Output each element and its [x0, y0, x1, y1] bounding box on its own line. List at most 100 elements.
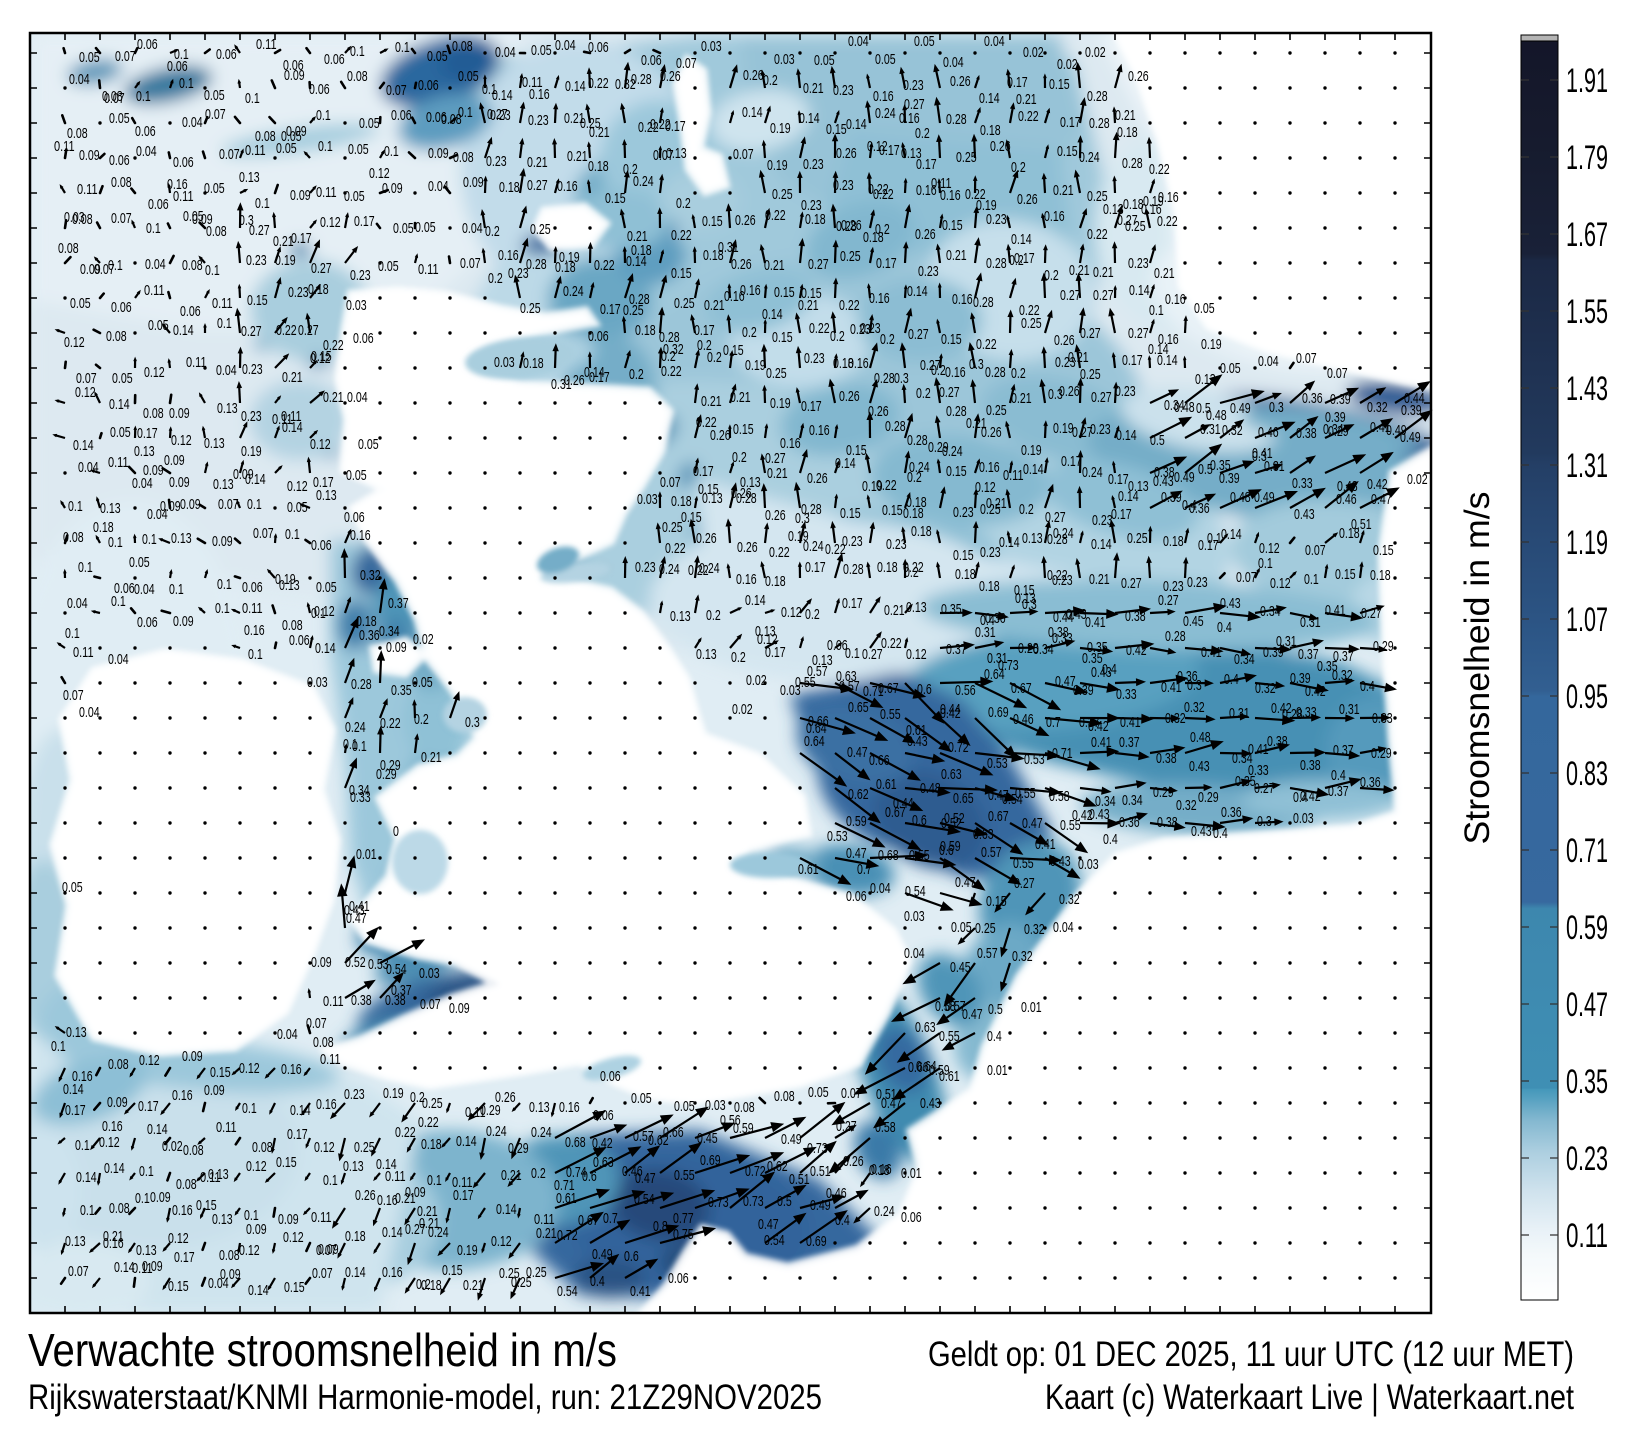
- svg-text:0.21: 0.21: [1068, 350, 1089, 366]
- svg-text:0.12: 0.12: [144, 365, 165, 381]
- svg-text:0.15: 0.15: [605, 191, 626, 207]
- svg-text:0.62: 0.62: [767, 1159, 788, 1175]
- svg-text:0.2: 0.2: [904, 565, 919, 581]
- svg-text:0.13: 0.13: [906, 600, 927, 616]
- svg-text:0.33: 0.33: [1292, 476, 1313, 492]
- svg-text:0.69: 0.69: [806, 1234, 827, 1250]
- svg-text:0.04: 0.04: [943, 55, 964, 71]
- svg-text:0.16: 0.16: [281, 1062, 302, 1078]
- svg-text:0.54: 0.54: [634, 1192, 655, 1208]
- svg-text:0.17: 0.17: [879, 143, 900, 159]
- svg-text:0.43: 0.43: [1294, 507, 1315, 523]
- svg-text:0.16: 0.16: [529, 87, 550, 103]
- svg-text:0.21: 0.21: [1016, 92, 1037, 108]
- svg-text:0.24: 0.24: [486, 1124, 507, 1140]
- svg-text:0.04: 0.04: [216, 363, 237, 379]
- svg-text:0.21: 0.21: [1053, 183, 1074, 199]
- svg-text:0.23: 0.23: [833, 178, 854, 194]
- svg-text:0.25: 0.25: [354, 1140, 375, 1156]
- svg-text:0.67: 0.67: [988, 809, 1009, 825]
- svg-text:0.03: 0.03: [705, 1098, 726, 1114]
- svg-text:0.11: 0.11: [465, 1105, 486, 1121]
- svg-text:0.71: 0.71: [863, 684, 884, 700]
- svg-text:0.11: 0.11: [212, 296, 233, 312]
- svg-text:0.23: 0.23: [842, 534, 863, 550]
- svg-text:0.07: 0.07: [306, 1016, 327, 1032]
- svg-text:0.41: 0.41: [1085, 615, 1106, 631]
- svg-text:0.09: 0.09: [180, 497, 201, 513]
- svg-text:0.05: 0.05: [531, 43, 552, 59]
- svg-text:0.05: 0.05: [204, 88, 225, 104]
- svg-text:0.21: 0.21: [627, 229, 648, 245]
- svg-text:0.23: 0.23: [246, 253, 267, 269]
- svg-text:0.05: 0.05: [129, 555, 150, 571]
- svg-text:0.07: 0.07: [63, 688, 84, 704]
- svg-text:0.28: 0.28: [1089, 116, 1110, 132]
- svg-text:0.13: 0.13: [1103, 202, 1124, 218]
- svg-text:0.19: 0.19: [383, 1086, 404, 1102]
- svg-text:0.15: 0.15: [774, 285, 795, 301]
- svg-text:0.25: 0.25: [511, 1275, 532, 1291]
- svg-text:0.02: 0.02: [162, 1139, 183, 1155]
- svg-text:0.04: 0.04: [428, 179, 449, 195]
- svg-text:1.79: 1.79: [1566, 139, 1608, 177]
- svg-text:0.21: 0.21: [1154, 266, 1175, 282]
- svg-text:0.42: 0.42: [1126, 643, 1147, 659]
- svg-text:0.6: 0.6: [912, 813, 927, 829]
- svg-text:0.37: 0.37: [1328, 784, 1349, 800]
- svg-text:0.3: 0.3: [1022, 597, 1037, 613]
- svg-text:0.25: 0.25: [1080, 367, 1101, 383]
- svg-text:0.26: 0.26: [836, 146, 857, 162]
- svg-text:0.26: 0.26: [564, 373, 585, 389]
- svg-text:0.48: 0.48: [1337, 479, 1358, 495]
- svg-text:0.08: 0.08: [453, 150, 474, 166]
- svg-text:0.1: 0.1: [458, 105, 473, 121]
- svg-text:0.22: 0.22: [873, 187, 894, 203]
- svg-text:0.59: 0.59: [940, 839, 961, 855]
- svg-text:0.43: 0.43: [1220, 596, 1241, 612]
- svg-text:0.19: 0.19: [976, 198, 997, 214]
- svg-text:0.71: 0.71: [1052, 746, 1073, 762]
- svg-text:0.14: 0.14: [584, 365, 605, 381]
- svg-text:0.33: 0.33: [1248, 763, 1269, 779]
- svg-text:0.55: 0.55: [795, 675, 816, 691]
- svg-text:0.41: 0.41: [630, 1284, 651, 1300]
- svg-text:0.18: 0.18: [93, 520, 114, 536]
- svg-text:0.49: 0.49: [810, 1198, 831, 1214]
- svg-text:0.11: 0.11: [256, 37, 277, 53]
- svg-text:0.34: 0.34: [1232, 751, 1253, 767]
- svg-text:0.07: 0.07: [205, 107, 226, 123]
- svg-text:0.26: 0.26: [737, 540, 758, 556]
- svg-text:0.47: 0.47: [988, 788, 1009, 804]
- svg-text:0.73: 0.73: [743, 1194, 764, 1210]
- svg-text:0.45: 0.45: [1183, 614, 1204, 630]
- svg-text:0.48: 0.48: [1206, 408, 1227, 424]
- svg-text:0.4: 0.4: [590, 1274, 605, 1290]
- svg-text:0.21: 0.21: [527, 155, 548, 171]
- svg-text:0.11: 0.11: [216, 1120, 237, 1136]
- svg-text:0.28: 0.28: [1018, 641, 1039, 657]
- svg-text:0.42: 0.42: [1300, 789, 1321, 805]
- svg-text:0.33: 0.33: [1052, 631, 1073, 647]
- svg-text:0.05: 0.05: [344, 189, 365, 205]
- svg-text:0.14: 0.14: [1091, 537, 1112, 553]
- svg-text:0.04: 0.04: [904, 946, 925, 962]
- svg-text:0.6: 0.6: [917, 682, 932, 698]
- svg-text:0.11: 0.11: [1566, 1217, 1608, 1255]
- svg-text:0.28: 0.28: [843, 562, 864, 578]
- svg-text:0.11: 0.11: [452, 1175, 473, 1191]
- svg-text:0.21: 0.21: [1093, 265, 1114, 281]
- svg-text:0.49: 0.49: [781, 1132, 802, 1148]
- svg-text:0.18: 0.18: [980, 123, 1001, 139]
- svg-text:0.14: 0.14: [1118, 489, 1139, 505]
- svg-text:0.22: 0.22: [868, 182, 889, 198]
- svg-text:0.35: 0.35: [391, 683, 412, 699]
- svg-text:0.17: 0.17: [842, 596, 863, 612]
- svg-text:0.08: 0.08: [106, 329, 127, 345]
- svg-text:0.04: 0.04: [870, 881, 891, 897]
- svg-text:0.37: 0.37: [1333, 743, 1354, 759]
- svg-text:0.51: 0.51: [876, 1087, 897, 1103]
- svg-text:0.14: 0.14: [762, 307, 783, 323]
- svg-text:0.17: 0.17: [693, 464, 714, 480]
- svg-text:0.13: 0.13: [65, 1234, 86, 1250]
